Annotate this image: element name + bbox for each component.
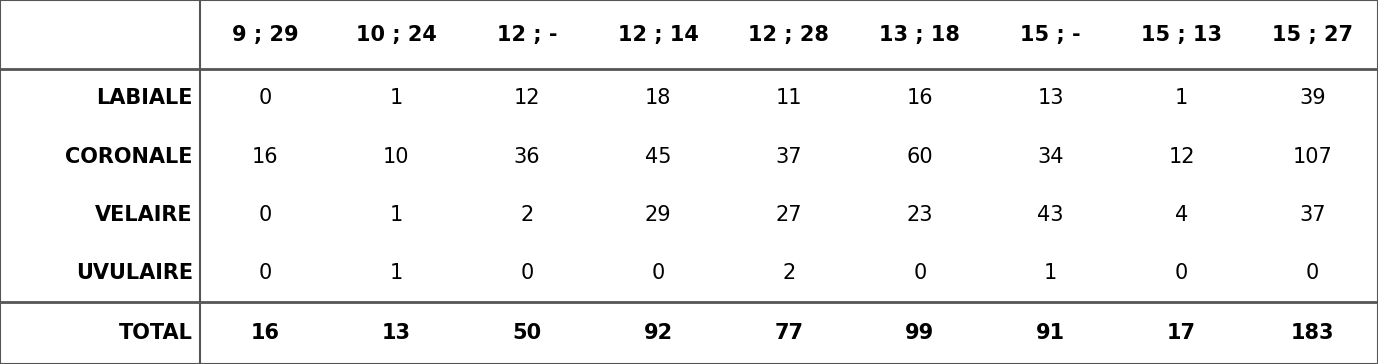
Text: 37: 37 bbox=[1299, 205, 1326, 225]
Text: 15 ; 13: 15 ; 13 bbox=[1141, 25, 1222, 44]
Text: LABIALE: LABIALE bbox=[96, 88, 193, 108]
Text: 0: 0 bbox=[652, 263, 664, 283]
Text: 13: 13 bbox=[382, 323, 411, 343]
Text: 12: 12 bbox=[1169, 147, 1195, 166]
Text: 50: 50 bbox=[513, 323, 542, 343]
Text: 36: 36 bbox=[514, 147, 540, 166]
Text: 1: 1 bbox=[390, 205, 402, 225]
Text: 0: 0 bbox=[1175, 263, 1188, 283]
Text: 15 ; -: 15 ; - bbox=[1021, 25, 1080, 44]
Text: 0: 0 bbox=[259, 88, 271, 108]
Text: 1: 1 bbox=[1045, 263, 1057, 283]
Text: 0: 0 bbox=[259, 263, 271, 283]
Text: 99: 99 bbox=[905, 323, 934, 343]
Text: 1: 1 bbox=[1175, 88, 1188, 108]
Text: 13 ; 18: 13 ; 18 bbox=[879, 25, 960, 44]
Text: 91: 91 bbox=[1036, 323, 1065, 343]
Text: 9 ; 29: 9 ; 29 bbox=[232, 25, 299, 44]
Text: 1: 1 bbox=[390, 263, 402, 283]
Text: 1: 1 bbox=[390, 88, 402, 108]
Text: 10 ; 24: 10 ; 24 bbox=[356, 25, 437, 44]
Text: 37: 37 bbox=[776, 147, 802, 166]
Text: 11: 11 bbox=[776, 88, 802, 108]
Text: 2: 2 bbox=[783, 263, 795, 283]
Text: 92: 92 bbox=[644, 323, 672, 343]
Text: 27: 27 bbox=[776, 205, 802, 225]
Text: 12: 12 bbox=[514, 88, 540, 108]
Text: 77: 77 bbox=[774, 323, 803, 343]
Text: 45: 45 bbox=[645, 147, 671, 166]
Text: 0: 0 bbox=[914, 263, 926, 283]
Text: 16: 16 bbox=[252, 147, 278, 166]
Text: 18: 18 bbox=[645, 88, 671, 108]
Text: 12 ; -: 12 ; - bbox=[497, 25, 557, 44]
Text: 2: 2 bbox=[521, 205, 533, 225]
Text: 0: 0 bbox=[1306, 263, 1319, 283]
Text: 12 ; 14: 12 ; 14 bbox=[617, 25, 699, 44]
Text: 12 ; 28: 12 ; 28 bbox=[748, 25, 830, 44]
Text: 183: 183 bbox=[1291, 323, 1334, 343]
Text: 16: 16 bbox=[251, 323, 280, 343]
Text: 107: 107 bbox=[1293, 147, 1333, 166]
Text: 39: 39 bbox=[1299, 88, 1326, 108]
Text: VELAIRE: VELAIRE bbox=[95, 205, 193, 225]
Text: 4: 4 bbox=[1175, 205, 1188, 225]
Text: 43: 43 bbox=[1038, 205, 1064, 225]
Text: 0: 0 bbox=[259, 205, 271, 225]
Text: TOTAL: TOTAL bbox=[119, 323, 193, 343]
Text: 0: 0 bbox=[521, 263, 533, 283]
Text: 60: 60 bbox=[907, 147, 933, 166]
Text: 16: 16 bbox=[907, 88, 933, 108]
Text: 10: 10 bbox=[383, 147, 409, 166]
Text: 23: 23 bbox=[907, 205, 933, 225]
Text: 15 ; 27: 15 ; 27 bbox=[1272, 25, 1353, 44]
Text: 13: 13 bbox=[1038, 88, 1064, 108]
Text: 34: 34 bbox=[1038, 147, 1064, 166]
Text: 17: 17 bbox=[1167, 323, 1196, 343]
Text: UVULAIRE: UVULAIRE bbox=[76, 263, 193, 283]
Text: 29: 29 bbox=[645, 205, 671, 225]
Text: CORONALE: CORONALE bbox=[65, 147, 193, 166]
